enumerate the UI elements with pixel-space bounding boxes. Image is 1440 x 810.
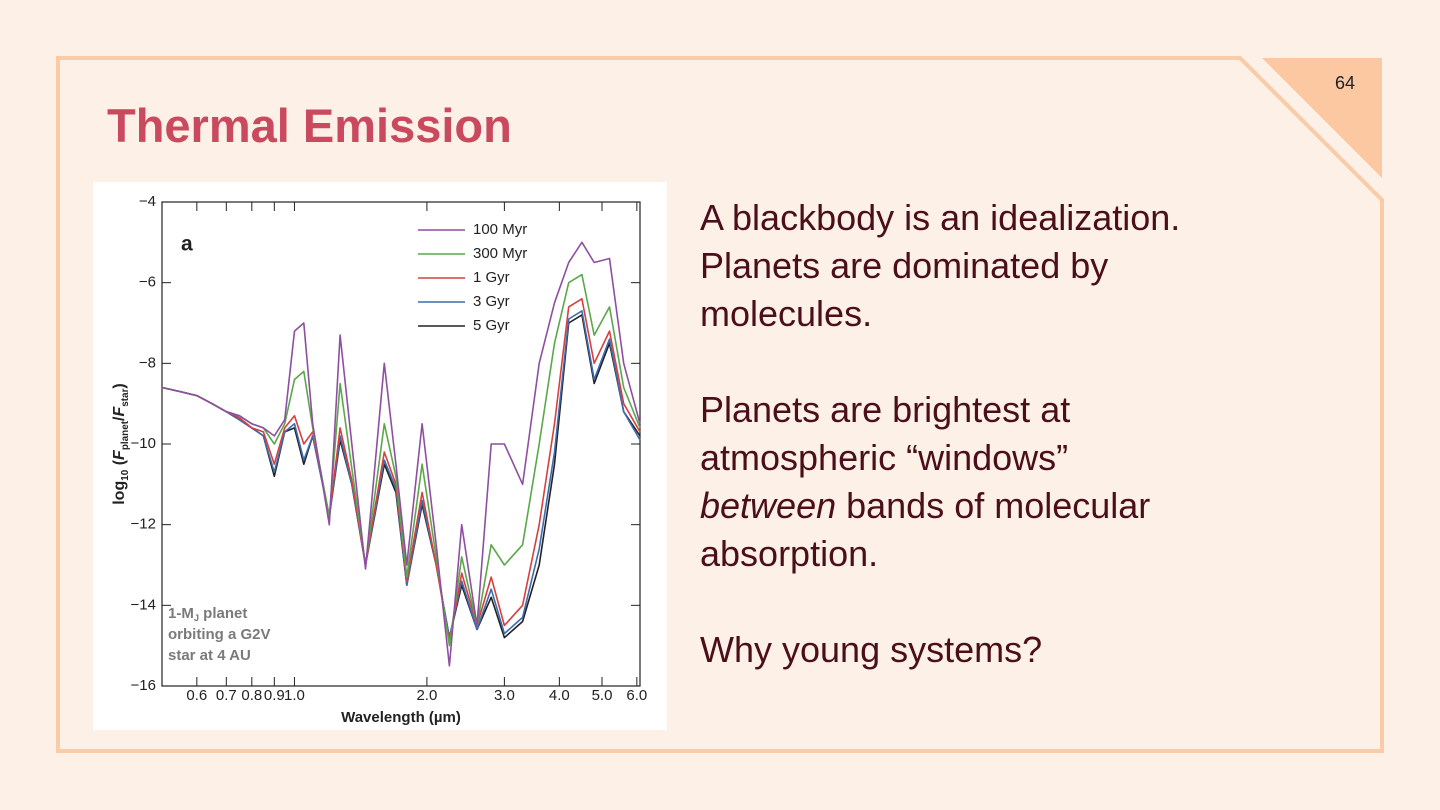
text-span: star at 4 AU — [168, 647, 251, 664]
emphasis: between — [700, 485, 837, 526]
paragraph: Planets are brightest at atmospheric “win… — [700, 386, 1320, 578]
slide-frame — [56, 56, 1384, 753]
x-tick-label: 1.0 — [284, 687, 305, 704]
annotation: orbiting a G2V — [168, 626, 271, 643]
y-tick-label: −14 — [131, 596, 156, 613]
text-span: Why young systems? — [700, 629, 1043, 670]
x-tick-label: 0.8 — [241, 687, 262, 704]
legend-label: 1 Gyr — [473, 269, 510, 286]
legend-label: 300 Myr — [473, 245, 527, 262]
text-span: bands of molecular — [836, 485, 1151, 526]
page-number: 64 — [1335, 73, 1355, 93]
text-span: orbiting a G2V — [168, 626, 271, 643]
chart: −16 −14 −12 −10 −8 −6 −4 0.6 0.7 0.8 0.9 1.0 2.0 3.0 4… — [111, 193, 647, 726]
x-tick-label: 3.0 — [494, 687, 515, 704]
x-tick-label: 0.7 — [216, 687, 237, 704]
subscript: star — [120, 388, 131, 406]
text-span: F — [111, 449, 128, 460]
x-tick-label: 5.0 — [592, 687, 613, 704]
y-tick-label: −16 — [131, 677, 156, 694]
subscript: 10 — [120, 469, 131, 481]
text-span: A blackbody is an idealization. — [700, 197, 1181, 238]
paragraph: A blackbody is an idealization. Planets a… — [700, 194, 1320, 338]
annotation: star at 4 AU — [168, 647, 251, 664]
text-line: between bands of molecular — [700, 482, 1320, 530]
text-span: log — [111, 481, 128, 505]
text-line: Planets are dominated by — [700, 242, 1320, 290]
x-tick-label: 0.6 — [186, 687, 207, 704]
text-span: ) — [111, 383, 128, 388]
text-line: molecules. — [700, 290, 1320, 338]
slide-title: Thermal Emission — [107, 99, 512, 152]
text-span: atmospheric “windows” — [700, 437, 1069, 478]
series-line — [161, 298, 641, 643]
y-axis-label: log10 (Fplanet/Fstar) — [111, 383, 131, 505]
text-span: ( — [111, 459, 128, 469]
text-span: Planets are dominated by — [700, 245, 1109, 286]
legend-label: 5 Gyr — [473, 317, 510, 334]
annotation: 1-MJ planet — [168, 605, 247, 623]
panel-label: a — [181, 233, 193, 256]
legend-label: 3 Gyr — [473, 293, 510, 310]
x-tick-label: 4.0 — [549, 687, 570, 704]
text-line: absorption. — [700, 530, 1320, 578]
y-tick-label: −10 — [131, 435, 156, 452]
body-text: A blackbody is an idealization. Planets a… — [700, 194, 1320, 722]
text-span: molecules. — [700, 293, 873, 334]
text-span: Planets are brightest at — [700, 389, 1071, 430]
x-tick-label: 0.9 — [264, 687, 285, 704]
text-span: / — [111, 416, 128, 421]
y-tick-label: −4 — [139, 193, 156, 210]
corner-fold — [1262, 58, 1382, 178]
x-tick-label: 6.0 — [626, 687, 647, 704]
y-tick-label: −6 — [139, 274, 156, 291]
y-tick-label: −12 — [131, 516, 156, 533]
y-tick-label: −8 — [139, 354, 156, 371]
text-line: Planets are brightest at — [700, 386, 1320, 434]
legend-label: 100 Myr — [473, 221, 527, 238]
text-span: planet — [199, 605, 247, 622]
text-span: 1-M — [168, 605, 194, 622]
subscript: J — [194, 613, 199, 623]
text-line: Why young systems? — [700, 626, 1320, 674]
paragraph: Why young systems? — [700, 626, 1320, 674]
text-line: A blackbody is an idealization. — [700, 194, 1320, 242]
x-tick-label: 2.0 — [416, 687, 437, 704]
text-line: atmospheric “windows” — [700, 434, 1320, 482]
text-span: F — [111, 406, 128, 417]
text-span: absorption. — [700, 533, 879, 574]
subscript: planet — [120, 420, 131, 450]
x-axis-label: Wavelength (µm) — [341, 709, 461, 726]
series-line — [161, 241, 641, 667]
